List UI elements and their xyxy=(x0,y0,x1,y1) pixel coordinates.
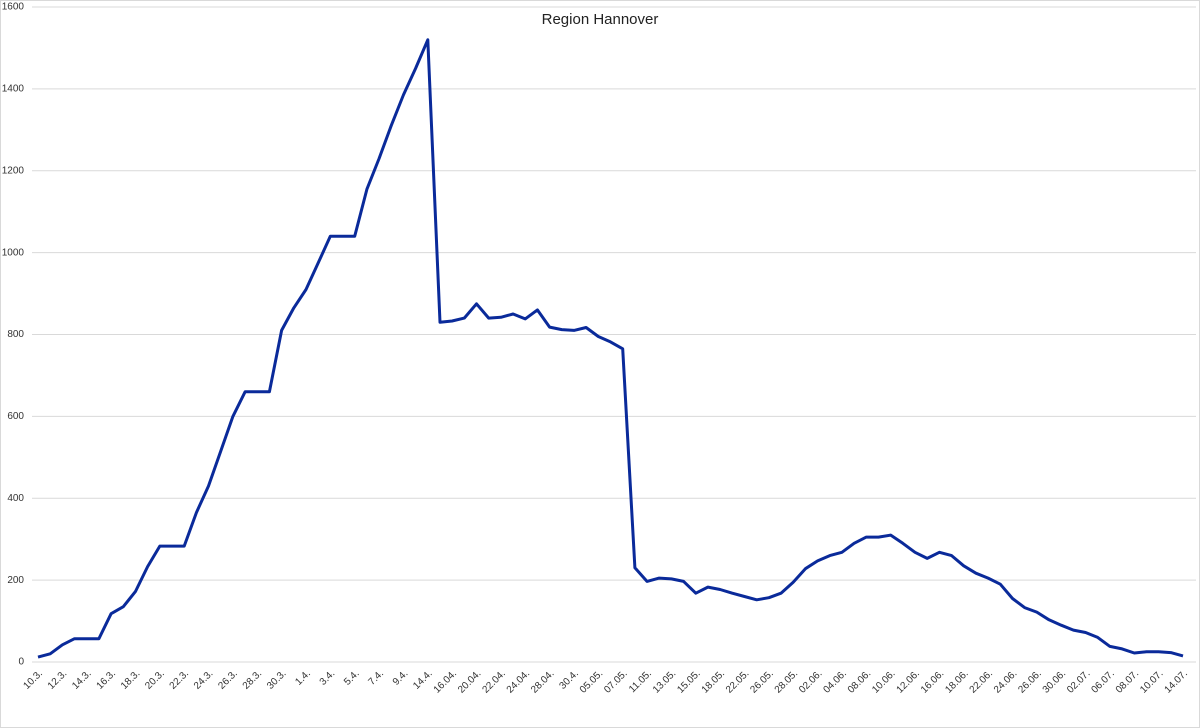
y-tick-label: 1600 xyxy=(2,2,25,13)
y-tick-label: 1200 xyxy=(2,165,25,176)
chart-title: Region Hannover xyxy=(542,11,659,28)
data-line xyxy=(37,38,1184,659)
y-tick-label: 1400 xyxy=(2,84,25,95)
y-tick-label: 1000 xyxy=(2,247,25,258)
y-tick-label: 0 xyxy=(18,657,24,668)
y-tick-label: 800 xyxy=(7,329,24,340)
y-tick-label: 200 xyxy=(7,575,24,586)
y-tick-label: 600 xyxy=(7,411,24,422)
y-tick-label: 400 xyxy=(7,493,24,504)
